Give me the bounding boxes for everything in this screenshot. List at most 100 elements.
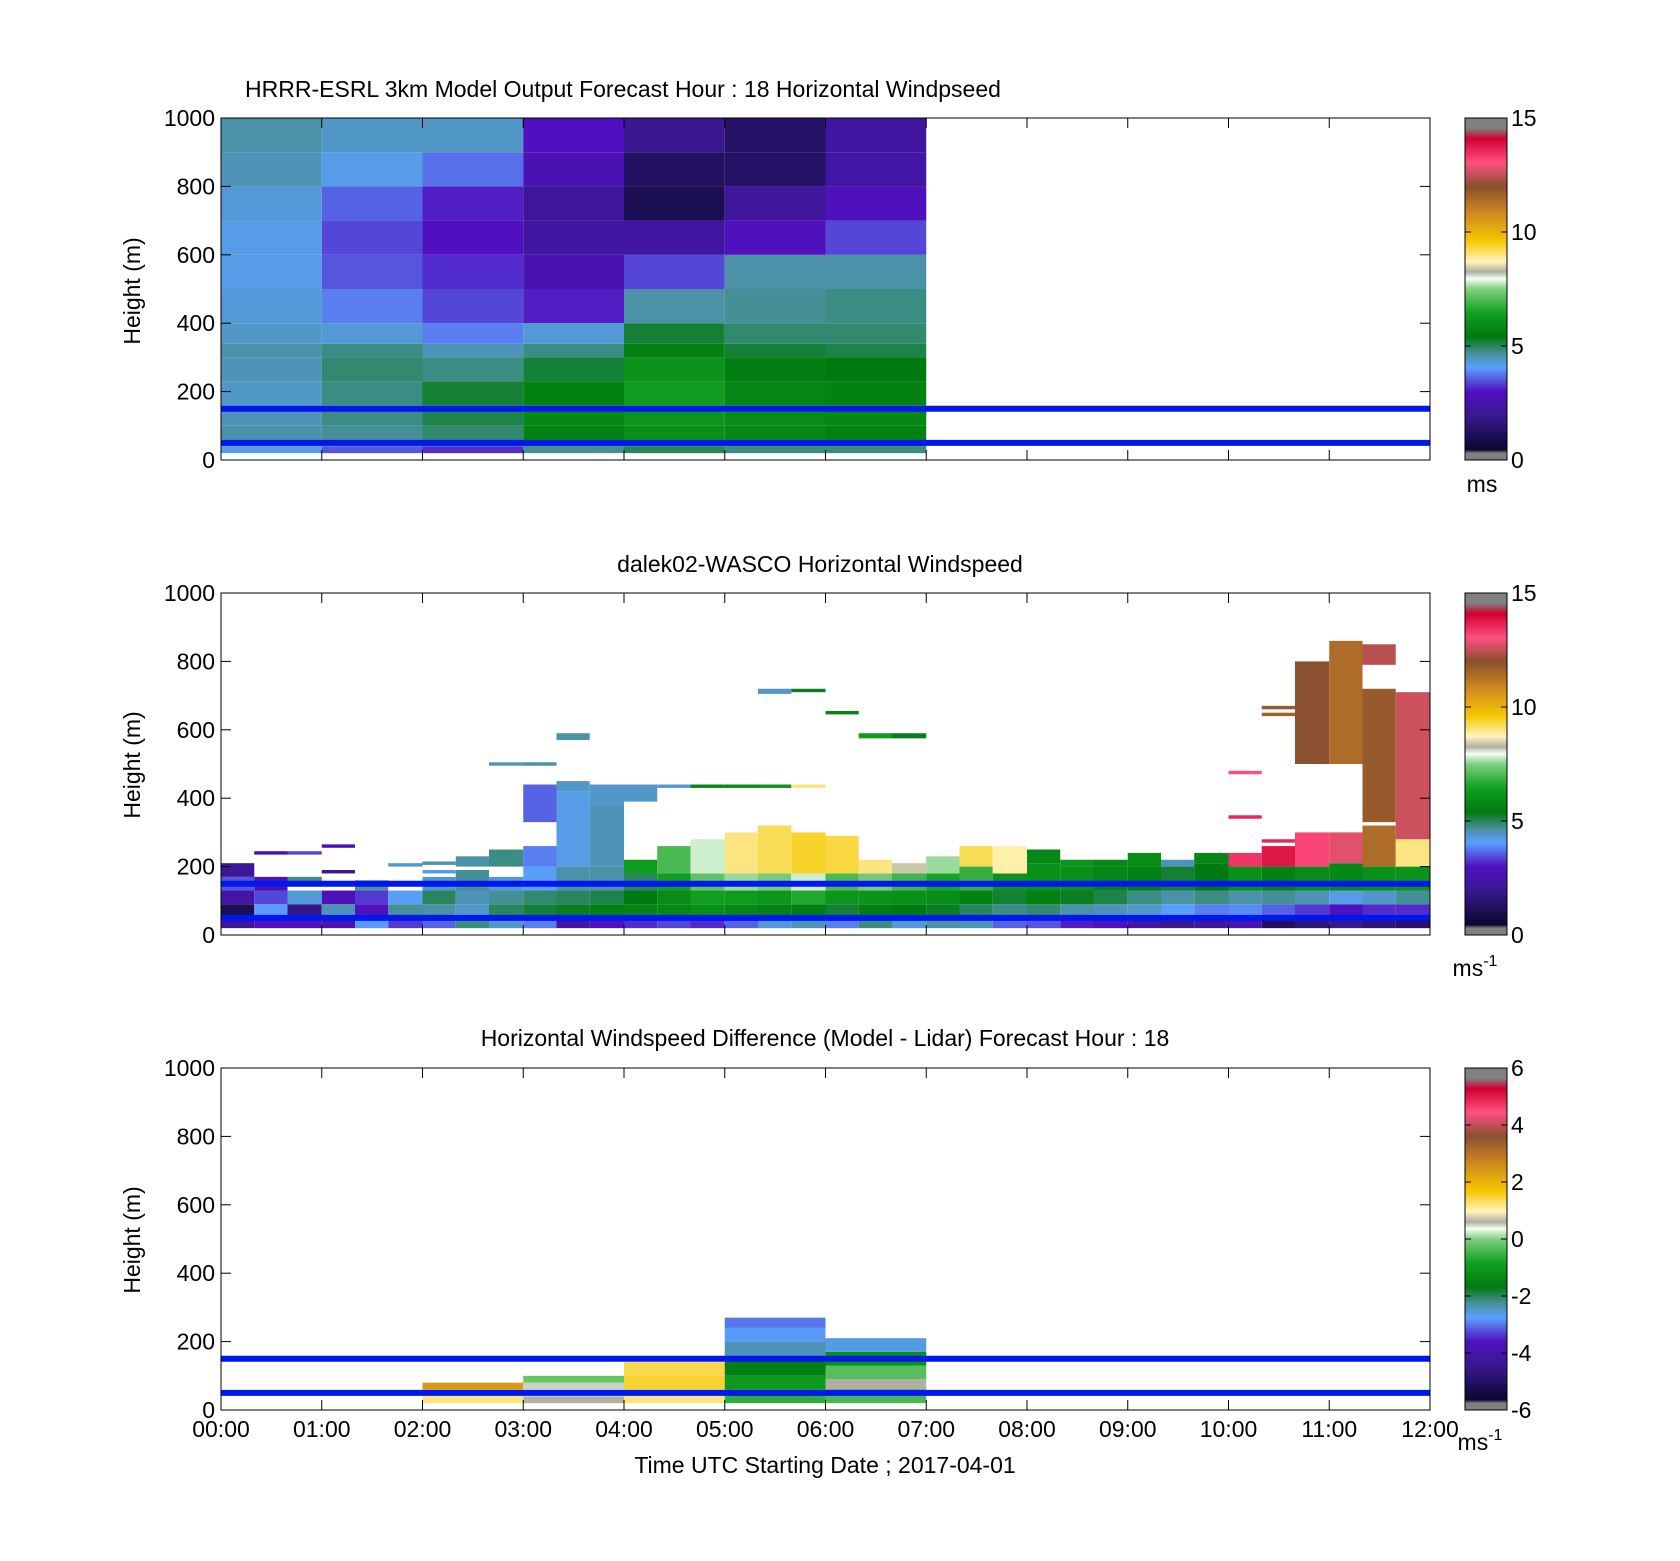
heatmap-cell bbox=[992, 846, 1027, 874]
x-tick-label: 11:00 bbox=[1301, 1416, 1357, 1442]
heatmap-cell bbox=[422, 381, 524, 406]
heatmap-cell bbox=[354, 917, 389, 929]
heatmap-cell bbox=[523, 917, 557, 929]
heatmap-cell bbox=[690, 917, 725, 929]
heatmap-cell bbox=[488, 762, 524, 766]
heatmap-cell bbox=[690, 839, 725, 874]
heatmap-cell bbox=[354, 890, 389, 905]
heatmap-cell bbox=[959, 904, 993, 918]
heatmap-cell bbox=[221, 904, 255, 918]
heatmap-cell bbox=[221, 220, 322, 255]
heatmap-cell bbox=[825, 254, 927, 289]
heatmap-cell bbox=[488, 890, 524, 905]
heatmap-cell bbox=[724, 1327, 826, 1342]
heatmap-cell bbox=[523, 381, 624, 406]
heatmap-cell bbox=[422, 1396, 524, 1404]
heatmap-cell bbox=[825, 357, 927, 382]
heatmap-cell bbox=[1160, 890, 1195, 905]
heatmap-cell bbox=[757, 917, 792, 929]
heatmap-cell bbox=[422, 118, 524, 153]
heatmap-cell bbox=[959, 846, 993, 867]
heatmap-cell bbox=[657, 784, 691, 788]
reference-lines bbox=[221, 1355, 1430, 1396]
heatmap-cell bbox=[589, 917, 624, 929]
heatmap-cell bbox=[1160, 866, 1195, 891]
y-tick-label: 400 bbox=[177, 785, 215, 811]
heatmap-cell bbox=[1261, 917, 1295, 929]
heatmap-cell bbox=[926, 890, 960, 905]
heatmap-cell bbox=[254, 917, 288, 929]
heatmap-cell bbox=[1294, 917, 1330, 929]
heatmap-cell bbox=[321, 890, 355, 905]
heatmap-cell bbox=[724, 784, 758, 788]
heatmap-cell bbox=[1228, 866, 1262, 891]
heatmap-cell bbox=[624, 784, 658, 802]
heatmap-cell bbox=[221, 381, 322, 406]
y-tick-label: 200 bbox=[177, 379, 215, 405]
y-axis-label: Height (m) bbox=[119, 711, 145, 818]
heatmap-cell bbox=[422, 870, 456, 874]
heatmap-cell bbox=[321, 870, 355, 874]
heatmap-cell bbox=[690, 784, 725, 788]
heatmap-cell bbox=[858, 733, 892, 739]
heatmap-cell bbox=[523, 866, 557, 891]
heatmap-cell bbox=[657, 890, 691, 905]
heatmap-cell bbox=[523, 784, 557, 823]
heatmap-cell bbox=[455, 904, 489, 918]
heatmap-cell bbox=[724, 1341, 826, 1359]
heatmap-cell bbox=[321, 323, 423, 344]
heatmap-cell bbox=[724, 186, 826, 221]
heatmap-cell bbox=[825, 289, 927, 324]
heatmap-cell bbox=[1127, 917, 1161, 929]
y-tick-label: 400 bbox=[177, 310, 215, 336]
heatmap-cell bbox=[624, 152, 725, 187]
heatmap-cell bbox=[523, 343, 624, 358]
heatmap-cell bbox=[624, 118, 725, 153]
heatmap-cell bbox=[624, 220, 725, 255]
heatmap-cell bbox=[1362, 644, 1396, 665]
heatmap-cell bbox=[1261, 705, 1295, 710]
heatmap-cell bbox=[1294, 890, 1330, 905]
heatmap-cell bbox=[724, 917, 758, 929]
heatmap-cell bbox=[221, 289, 322, 324]
heatmap-cell bbox=[556, 733, 590, 741]
colorbar bbox=[1464, 1067, 1508, 1411]
heatmap-cells bbox=[221, 118, 927, 454]
y-tick-label: 200 bbox=[177, 1329, 215, 1355]
heatmap-cell bbox=[1395, 866, 1430, 891]
colorbar-unit: ms-1 bbox=[1458, 1427, 1503, 1455]
colorbar-tick-label: 4 bbox=[1511, 1112, 1524, 1138]
heatmap-cell bbox=[1060, 890, 1094, 905]
heatmap-cell bbox=[1194, 904, 1229, 918]
heatmap-cell bbox=[388, 917, 423, 929]
heatmap-cell bbox=[724, 289, 826, 324]
heatmap-cell bbox=[254, 890, 288, 905]
y-tick-label: 800 bbox=[177, 648, 215, 674]
heatmap-cell bbox=[1294, 832, 1330, 867]
heatmap-cell bbox=[523, 220, 624, 255]
heatmap-cell bbox=[354, 904, 389, 918]
heatmap-cell bbox=[455, 870, 489, 891]
panel-model: HRRR-ESRL 3km Model Output Forecast Hour… bbox=[119, 76, 1537, 497]
heatmap-cell bbox=[523, 890, 557, 905]
colorbar-tick-label: 15 bbox=[1511, 580, 1537, 606]
heatmap-cell bbox=[1362, 866, 1396, 891]
heatmap-cell bbox=[1362, 688, 1396, 823]
x-tick-labels: 00:00 01:00 02:00 03:00 04:00 05:00 06:00 07:00… bbox=[192, 1416, 1459, 1442]
heatmap-cell bbox=[1362, 917, 1396, 929]
panel-title: dalek02-WASCO Horizontal Windspeed bbox=[617, 551, 1023, 577]
heatmap-cell bbox=[724, 446, 826, 454]
heatmap-cell bbox=[1060, 904, 1094, 918]
x-tick-label: 01:00 bbox=[293, 1416, 351, 1442]
heatmap-cell bbox=[1395, 904, 1430, 918]
heatmap-cell bbox=[422, 917, 456, 929]
heatmap-cell bbox=[488, 917, 524, 929]
y-axis-label: Height (m) bbox=[119, 1186, 145, 1293]
heatmap-cell bbox=[825, 446, 927, 454]
y-tick-label: 1000 bbox=[164, 580, 215, 606]
heatmap-cell bbox=[724, 1358, 826, 1376]
heatmap-cell bbox=[523, 446, 624, 454]
y-tick-label: 800 bbox=[177, 1123, 215, 1149]
heatmap-cell bbox=[321, 118, 423, 153]
